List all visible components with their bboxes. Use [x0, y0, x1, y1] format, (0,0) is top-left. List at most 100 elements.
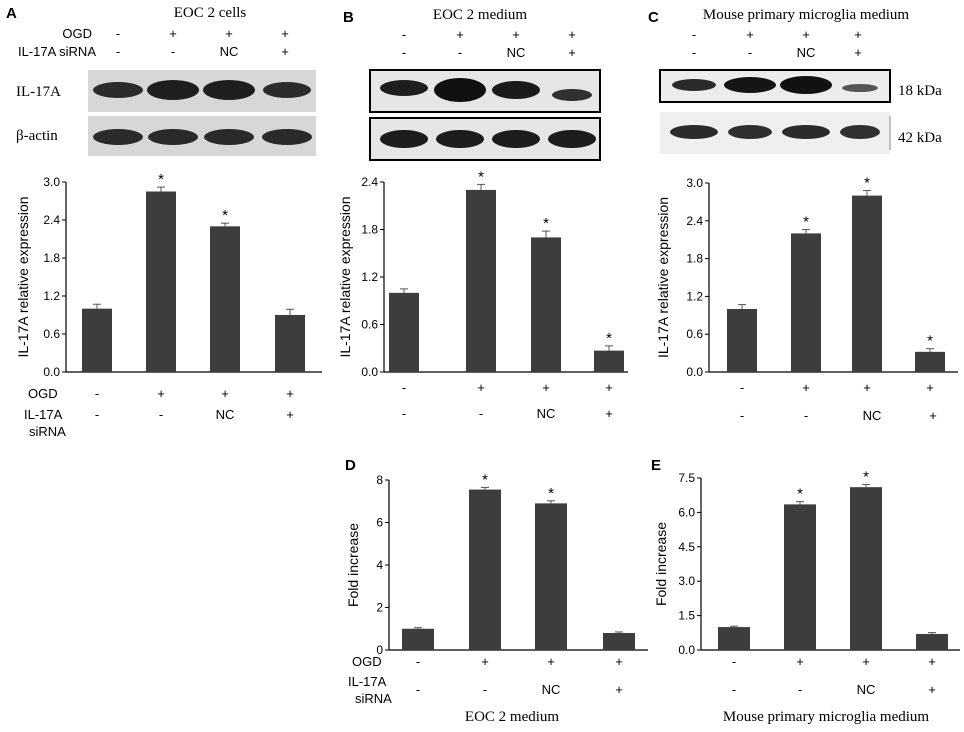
axis-a-sirna-1: - [95, 407, 99, 422]
y-tick-label-e: 1.5 [678, 609, 695, 623]
blot-c-sirna-1: - [692, 45, 696, 60]
bar-e-2 [784, 504, 816, 650]
y-tick-label-e: 4.5 [678, 540, 695, 554]
blot-b-sirna-3: NC [507, 45, 526, 60]
y-tick-label-a: 0.6 [43, 327, 60, 341]
western-blot-b-il17a [369, 69, 601, 113]
axis-b-row-sirna: - - NC + [402, 406, 613, 421]
y-tick-label-e: 3.0 [678, 574, 695, 588]
blot-a-sirna-4: + [281, 44, 289, 59]
blot-a-row-ogd: - + + + [116, 26, 289, 41]
y-tick-label-b: 0.0 [361, 365, 378, 379]
bar-chart-e: 0.0 1.5 3.0 4.5 6.0 7.5 Fold increase * * [653, 468, 960, 657]
y-axis-label-d: Fold increase [345, 523, 361, 607]
bar-a-2 [146, 191, 176, 372]
y-tick-label-d: 2 [376, 601, 383, 615]
western-blot-a-actin [88, 116, 316, 156]
axis-e-ogd-2: + [796, 654, 804, 669]
axis-a-sirna-3: NC [216, 407, 235, 422]
bar-d-4 [603, 633, 635, 650]
axis-d-row-label-sirna: IL-17A [348, 674, 387, 689]
blot-c-ogd-1: - [692, 27, 696, 42]
panel-e-caption: Mouse primary microglia medium [723, 709, 930, 725]
bar-chart-a: 0.0 0.6 1.2 1.8 2.4 3.0 IL-17A relative expres… [15, 171, 322, 379]
axis-e-sirna-4: + [928, 682, 936, 697]
blot-a-ogd-1: - [116, 26, 120, 41]
axis-e-sirna-2: - [798, 682, 802, 697]
significance-star-b-2: * [478, 168, 484, 185]
y-tick-label-a: 3.0 [43, 175, 60, 189]
bar-a-1 [82, 308, 112, 372]
bar-a-3 [210, 226, 240, 372]
blot-c-sirna-3: NC [797, 45, 816, 60]
blot-c-row-ogd: - + + + [692, 27, 862, 42]
axis-a-row-label-sirna-2: siRNA [29, 424, 66, 439]
bar-chart-d: 0 2 4 6 8 Fold increase * * [345, 471, 648, 657]
y-tick-label-a: 1.8 [43, 251, 60, 265]
axis-b-sirna-3: NC [537, 406, 556, 421]
y-tick-label-a: 2.4 [43, 213, 60, 227]
blot-a-label-il17a: IL-17A [16, 84, 61, 100]
axis-d-row-sirna: - - NC + [416, 682, 623, 697]
axis-b-sirna-1: - [402, 406, 406, 421]
panel-b-title: EOC 2 medium [433, 7, 527, 23]
y-tick-label-a: 0.0 [43, 365, 60, 379]
significance-star-c-2: * [803, 214, 809, 231]
axis-d-sirna-3: NC [542, 682, 561, 697]
axis-b-ogd-2: + [477, 380, 485, 395]
panel-letter-e: E [651, 457, 661, 474]
y-tick-label-a: 1.2 [43, 289, 60, 303]
axis-a-row-ogd: - + + + [95, 386, 294, 401]
axis-a-row-sirna: - - NC + [95, 407, 294, 422]
axis-d-ogd-4: + [615, 654, 623, 669]
axis-e-ogd-3: + [862, 654, 870, 669]
significance-star-b-4: * [606, 330, 612, 347]
axis-e-sirna-1: - [732, 682, 736, 697]
axis-c-sirna-2: - [804, 408, 808, 423]
blot-a-ogd-4: + [281, 26, 289, 41]
significance-star-a-2: * [158, 171, 164, 188]
y-tick-label-e: 6.0 [678, 505, 695, 519]
blot-b-row-sirna: - - NC + [402, 45, 576, 60]
panel-letter-c: C [648, 9, 659, 26]
y-tick-label-b: 1.8 [361, 223, 378, 237]
blot-c-ogd-2: + [746, 27, 754, 42]
panel-letter-b: B [343, 9, 354, 26]
y-tick-label-e: 0.0 [678, 643, 695, 657]
axis-b-sirna-4: + [605, 406, 613, 421]
axis-e-ogd-4: + [928, 654, 936, 669]
bar-e-4 [916, 633, 948, 650]
y-tick-label-b: 2.4 [361, 175, 378, 189]
axis-d-row-ogd: - + + + [416, 654, 623, 669]
axis-e-ogd-1: - [732, 654, 736, 669]
axis-c-ogd-2: + [802, 380, 810, 395]
bar-d-1 [402, 628, 434, 650]
y-tick-label-c: 1.8 [686, 252, 703, 266]
axis-b-sirna-2: - [479, 406, 483, 421]
blot-a-row-sirna: - - NC + [116, 44, 289, 59]
y-tick-label-d: 6 [376, 516, 383, 530]
axis-a-ogd-4: + [286, 386, 294, 401]
blot-a-sirna-3: NC [220, 44, 239, 59]
axis-c-row-ogd: - + + + [740, 380, 934, 395]
significance-star-e-3: * [863, 468, 869, 485]
y-tick-label-b: 0.6 [361, 318, 378, 332]
y-tick-label-d: 4 [376, 558, 383, 572]
y-tick-label-c: 2.4 [686, 214, 703, 228]
bar-d-2 [469, 489, 501, 650]
y-axis-label-a: IL-17A relative expression [15, 196, 31, 357]
bar-e-1 [718, 627, 750, 650]
significance-star-c-4: * [927, 333, 933, 350]
axis-d-ogd-1: - [416, 654, 420, 669]
axis-c-sirna-4: + [929, 408, 937, 423]
axis-a-sirna-2: - [159, 407, 163, 422]
axis-a-row-label-ogd: OGD [28, 386, 58, 401]
western-blot-c-il17a [659, 69, 891, 103]
significance-star-c-3: * [864, 175, 870, 192]
significance-star-e-2: * [797, 486, 803, 503]
bar-e-3 [850, 487, 882, 650]
bar-c-2 [791, 233, 821, 372]
axis-a-ogd-1: - [95, 386, 99, 401]
y-tick-label-b: 1.2 [361, 270, 378, 284]
